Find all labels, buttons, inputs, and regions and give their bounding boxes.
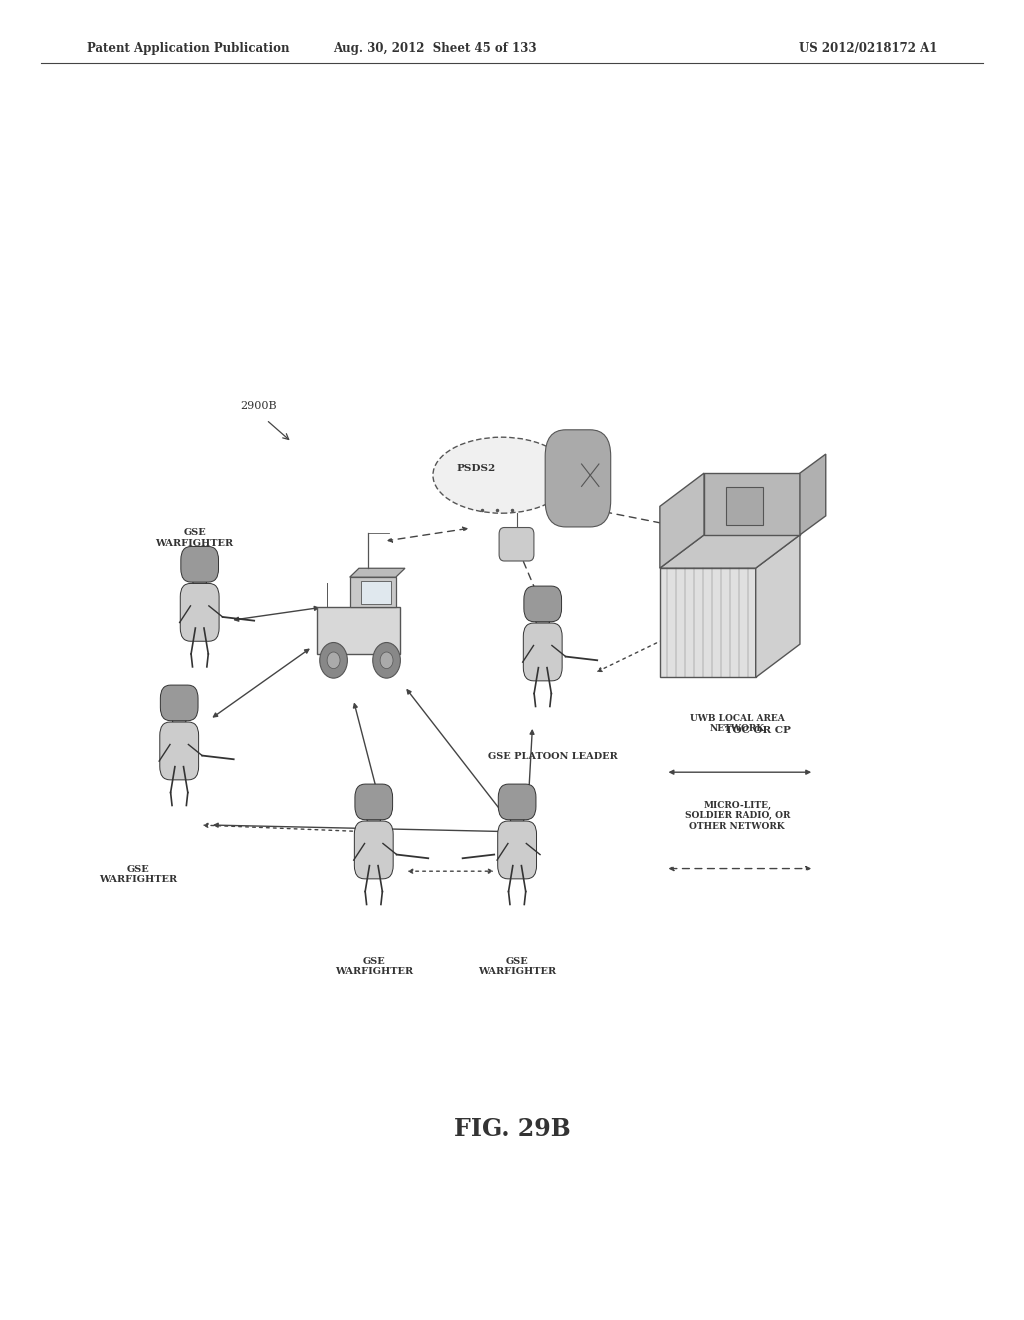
Circle shape xyxy=(319,643,347,678)
FancyArrowPatch shape xyxy=(670,867,810,870)
FancyArrowPatch shape xyxy=(213,649,309,717)
Polygon shape xyxy=(756,535,800,677)
Text: GSE
WARFIGHTER: GSE WARFIGHTER xyxy=(156,528,233,548)
Polygon shape xyxy=(361,581,391,605)
Polygon shape xyxy=(659,473,705,568)
FancyBboxPatch shape xyxy=(498,821,537,879)
Circle shape xyxy=(373,643,400,678)
Polygon shape xyxy=(659,568,756,677)
Text: GSE
WARFIGHTER: GSE WARFIGHTER xyxy=(478,957,556,977)
Ellipse shape xyxy=(366,801,382,826)
FancyArrowPatch shape xyxy=(670,771,810,774)
Polygon shape xyxy=(349,568,404,577)
Text: GSE
WARFIGHTER: GSE WARFIGHTER xyxy=(99,865,177,884)
Ellipse shape xyxy=(433,437,570,513)
FancyBboxPatch shape xyxy=(354,821,393,879)
Ellipse shape xyxy=(509,801,525,826)
Text: Patent Application Publication: Patent Application Publication xyxy=(87,42,290,55)
Polygon shape xyxy=(705,473,800,535)
FancyBboxPatch shape xyxy=(545,430,610,527)
Circle shape xyxy=(380,652,393,669)
FancyArrowPatch shape xyxy=(408,690,504,814)
FancyBboxPatch shape xyxy=(181,546,218,582)
Text: Aug. 30, 2012  Sheet 45 of 133: Aug. 30, 2012 Sheet 45 of 133 xyxy=(334,42,537,55)
FancyArrowPatch shape xyxy=(388,527,467,543)
FancyBboxPatch shape xyxy=(523,623,562,681)
FancyArrowPatch shape xyxy=(234,606,318,622)
Ellipse shape xyxy=(171,704,187,727)
Polygon shape xyxy=(349,577,395,607)
Text: 2900B: 2900B xyxy=(241,401,278,412)
Polygon shape xyxy=(659,535,800,568)
FancyArrowPatch shape xyxy=(353,704,384,814)
FancyArrowPatch shape xyxy=(556,502,682,528)
Polygon shape xyxy=(800,454,825,535)
Ellipse shape xyxy=(535,605,551,628)
FancyBboxPatch shape xyxy=(160,722,199,780)
Text: US 2012/0218172 A1: US 2012/0218172 A1 xyxy=(799,42,937,55)
Text: GSE
WARFIGHTER: GSE WARFIGHTER xyxy=(335,957,413,977)
FancyBboxPatch shape xyxy=(499,784,536,820)
FancyArrowPatch shape xyxy=(598,635,672,672)
FancyBboxPatch shape xyxy=(355,784,392,820)
FancyBboxPatch shape xyxy=(524,586,561,622)
FancyArrowPatch shape xyxy=(526,730,534,814)
FancyBboxPatch shape xyxy=(180,583,219,642)
FancyArrowPatch shape xyxy=(214,824,503,833)
FancyArrowPatch shape xyxy=(204,824,359,833)
FancyBboxPatch shape xyxy=(161,685,198,721)
FancyArrowPatch shape xyxy=(409,870,493,873)
Text: FIG. 29B: FIG. 29B xyxy=(454,1117,570,1140)
Text: PSDS2: PSDS2 xyxy=(457,465,496,473)
Text: GSE PLATOON LEADER: GSE PLATOON LEADER xyxy=(488,752,617,762)
Polygon shape xyxy=(317,607,400,655)
Ellipse shape xyxy=(191,565,208,589)
FancyBboxPatch shape xyxy=(499,528,534,561)
Text: MICRO-LITE,
SOLDIER RADIO, OR
OTHER NETWORK: MICRO-LITE, SOLDIER RADIO, OR OTHER NETW… xyxy=(685,801,790,830)
Polygon shape xyxy=(726,487,763,525)
Text: TOC OR CP: TOC OR CP xyxy=(725,726,791,735)
Text: UWB LOCAL AREA
NETWORK: UWB LOCAL AREA NETWORK xyxy=(690,714,784,733)
Circle shape xyxy=(327,652,340,669)
FancyArrowPatch shape xyxy=(513,539,542,603)
